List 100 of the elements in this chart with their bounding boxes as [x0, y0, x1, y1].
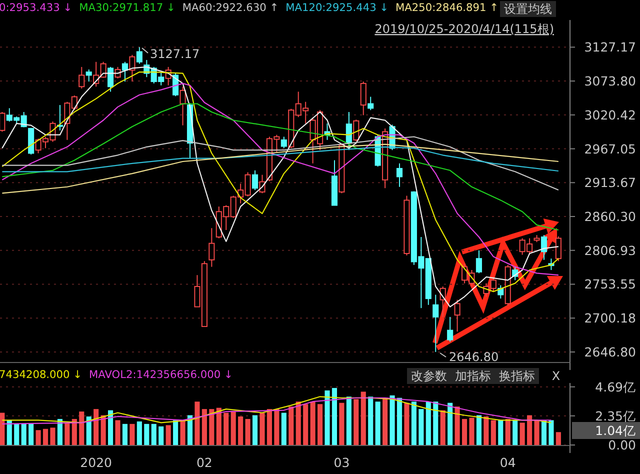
bar [79, 412, 84, 445]
bar [72, 418, 77, 445]
bar [180, 420, 186, 445]
text: 加指标 [455, 369, 491, 383]
text: X [552, 369, 560, 383]
bar [310, 402, 316, 445]
y-tick-label: 0.00 [608, 438, 636, 452]
bar [173, 420, 178, 445]
bar [64, 422, 70, 445]
bar [476, 415, 482, 445]
annotation: 2019/10/25-2020/4/14(115根) [374, 22, 554, 36]
y-tick-label: 3020.42 [584, 107, 636, 122]
bar [94, 409, 99, 445]
bar [6, 420, 12, 445]
bar [404, 402, 410, 445]
bar [14, 424, 20, 445]
bar [100, 415, 106, 445]
bar [245, 418, 250, 445]
bar [512, 420, 518, 445]
bar [288, 406, 294, 445]
text: MA250:2846.891 ↑ [396, 2, 499, 14]
bar [490, 420, 496, 445]
y-tick-label: 3127.17 [584, 40, 636, 55]
text: 7434208.000 ↓ [0, 369, 82, 381]
bar [115, 420, 120, 445]
x-tick-label: 04 [500, 455, 516, 470]
y-tick-label: 3073.80 [584, 74, 636, 89]
bar [382, 398, 388, 445]
bar [418, 409, 424, 445]
bar [158, 426, 164, 445]
y-tick-label: 2860.30 [584, 209, 636, 224]
bar [21, 424, 26, 445]
bar [209, 409, 214, 445]
bar [144, 424, 150, 445]
y-tick-label: 2700.18 [584, 310, 636, 326]
text: MA30:2971.817 ↓ [79, 2, 176, 14]
text: 设置均线 [504, 2, 552, 16]
bar [346, 396, 352, 445]
bar [318, 404, 323, 445]
annotation: 2646.80 [449, 350, 499, 364]
bar [57, 418, 62, 445]
bar [42, 428, 48, 445]
bar [469, 418, 474, 445]
bar [534, 420, 540, 445]
y-tick-label: 2753.55 [584, 276, 636, 292]
bar [548, 420, 554, 445]
bar [339, 402, 344, 445]
bar [0, 412, 5, 445]
bar [324, 390, 330, 445]
bar [224, 412, 229, 445]
bar [440, 410, 446, 445]
bar [194, 402, 200, 445]
bar [122, 424, 128, 445]
bar [360, 392, 366, 445]
bar [448, 402, 453, 445]
bar [411, 402, 416, 445]
x-tick-label: 2020 [80, 455, 112, 470]
bar [260, 412, 265, 445]
line-series [2, 136, 559, 191]
text: 1.04亿 [595, 423, 636, 438]
bar [368, 396, 374, 445]
text: MA60:2922.630 ↑ [182, 2, 279, 14]
bar [556, 432, 561, 445]
bar [520, 422, 525, 445]
x-tick-label: 03 [334, 455, 350, 470]
bar [238, 416, 244, 445]
text: 改参数 [411, 369, 447, 383]
line-series [2, 144, 559, 194]
bar [527, 415, 532, 445]
y-tick-label: 4.69亿 [595, 379, 636, 394]
y-tick-label: 2.35亿 [595, 408, 636, 424]
bar [484, 416, 489, 445]
bar [454, 406, 460, 445]
bar [303, 404, 308, 445]
bar [462, 418, 468, 445]
bar [354, 399, 359, 445]
line-series [2, 146, 559, 172]
bar [36, 430, 41, 445]
bar [151, 424, 156, 445]
bar [426, 402, 431, 445]
y-tick-label: 2913.67 [584, 175, 636, 190]
bar [108, 410, 114, 445]
bar [274, 409, 280, 445]
bar [252, 415, 258, 445]
bar [433, 402, 438, 445]
bar [230, 412, 236, 445]
text: MA120:2925.443 ↓ [286, 2, 389, 14]
bar [332, 388, 338, 445]
bar [136, 421, 142, 445]
text: MAVOL2:142356656.000 ↓ [89, 369, 233, 381]
bar [266, 409, 272, 445]
bar [375, 402, 380, 445]
bar [396, 398, 402, 445]
bar [281, 412, 286, 445]
bar [28, 424, 34, 445]
y-tick-label: 2646.80 [584, 344, 636, 360]
text: 0:2953.433 ↓ [0, 2, 72, 14]
bar [498, 420, 504, 445]
bar [216, 408, 222, 445]
bar [130, 424, 135, 445]
